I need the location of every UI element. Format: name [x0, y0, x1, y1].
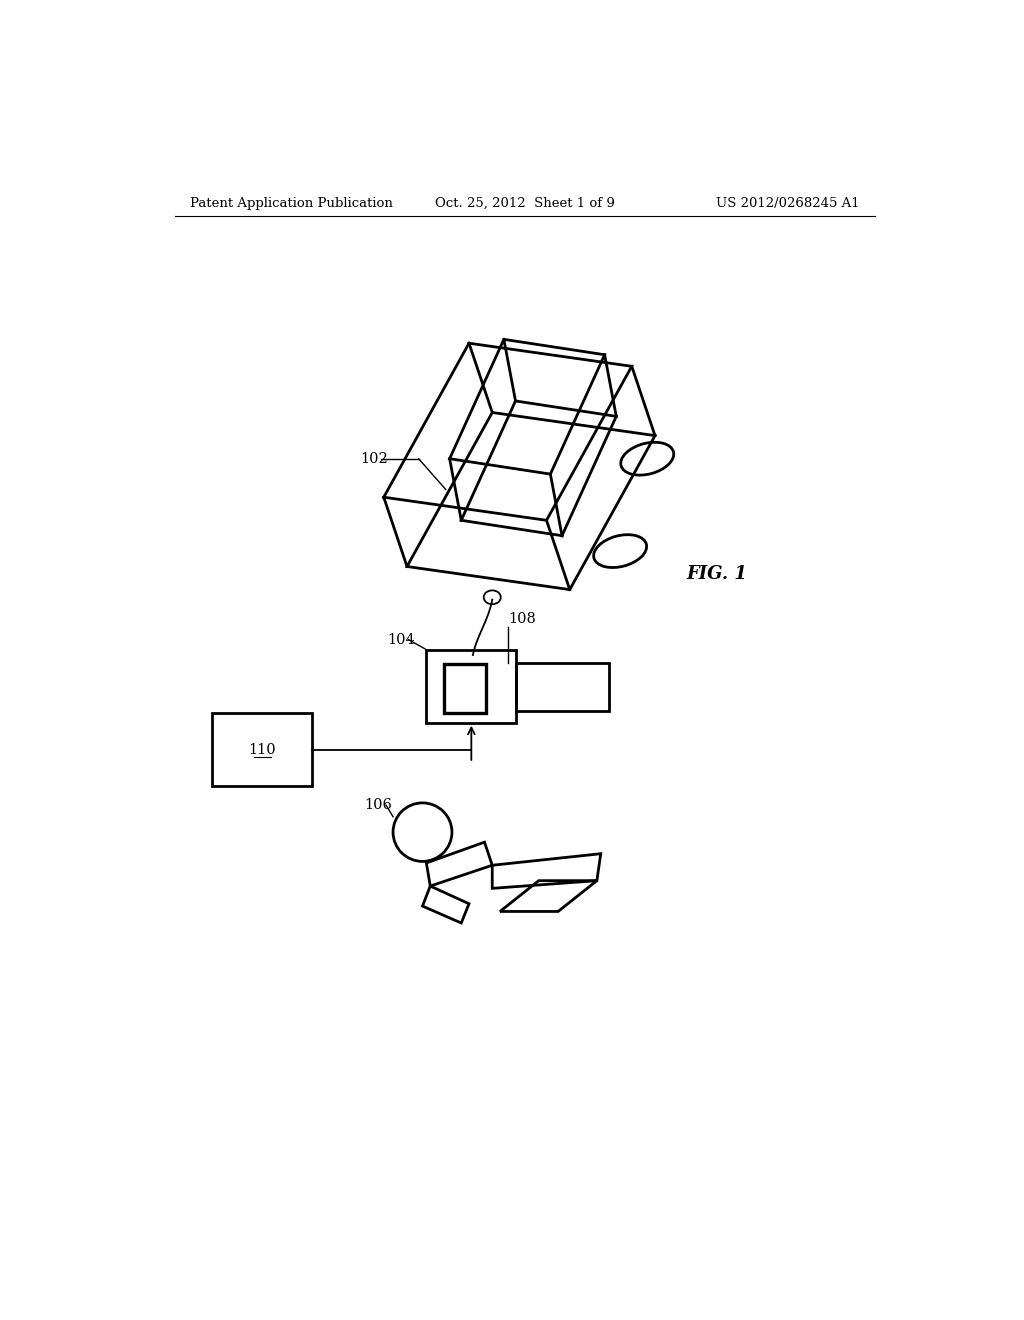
Text: 108: 108 [508, 612, 536, 626]
Text: 110: 110 [248, 743, 275, 756]
Text: US 2012/0268245 A1: US 2012/0268245 A1 [716, 197, 859, 210]
Text: FIG. 1: FIG. 1 [686, 565, 746, 583]
Text: Patent Application Publication: Patent Application Publication [190, 197, 393, 210]
Text: 102: 102 [360, 451, 388, 466]
Text: 106: 106 [365, 799, 392, 812]
Text: 104: 104 [388, 632, 416, 647]
Text: Oct. 25, 2012  Sheet 1 of 9: Oct. 25, 2012 Sheet 1 of 9 [435, 197, 614, 210]
